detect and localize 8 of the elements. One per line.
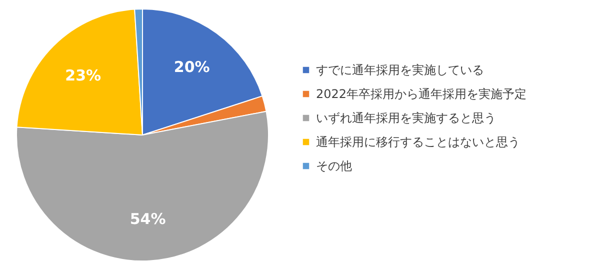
data-label: 54% bbox=[130, 210, 166, 228]
legend-label: 2022年卒採用から通年採用を実施予定 bbox=[316, 87, 527, 101]
legend-label: その他 bbox=[316, 159, 352, 173]
data-label: 20% bbox=[174, 58, 210, 76]
legend-label: いずれ通年採用を実施すると思う bbox=[316, 111, 496, 125]
data-label: 23% bbox=[65, 66, 102, 85]
legend-label: すでに通年採用を実施している bbox=[316, 63, 484, 77]
legend-label: 通年採用に移行することはないと思う bbox=[316, 135, 520, 149]
